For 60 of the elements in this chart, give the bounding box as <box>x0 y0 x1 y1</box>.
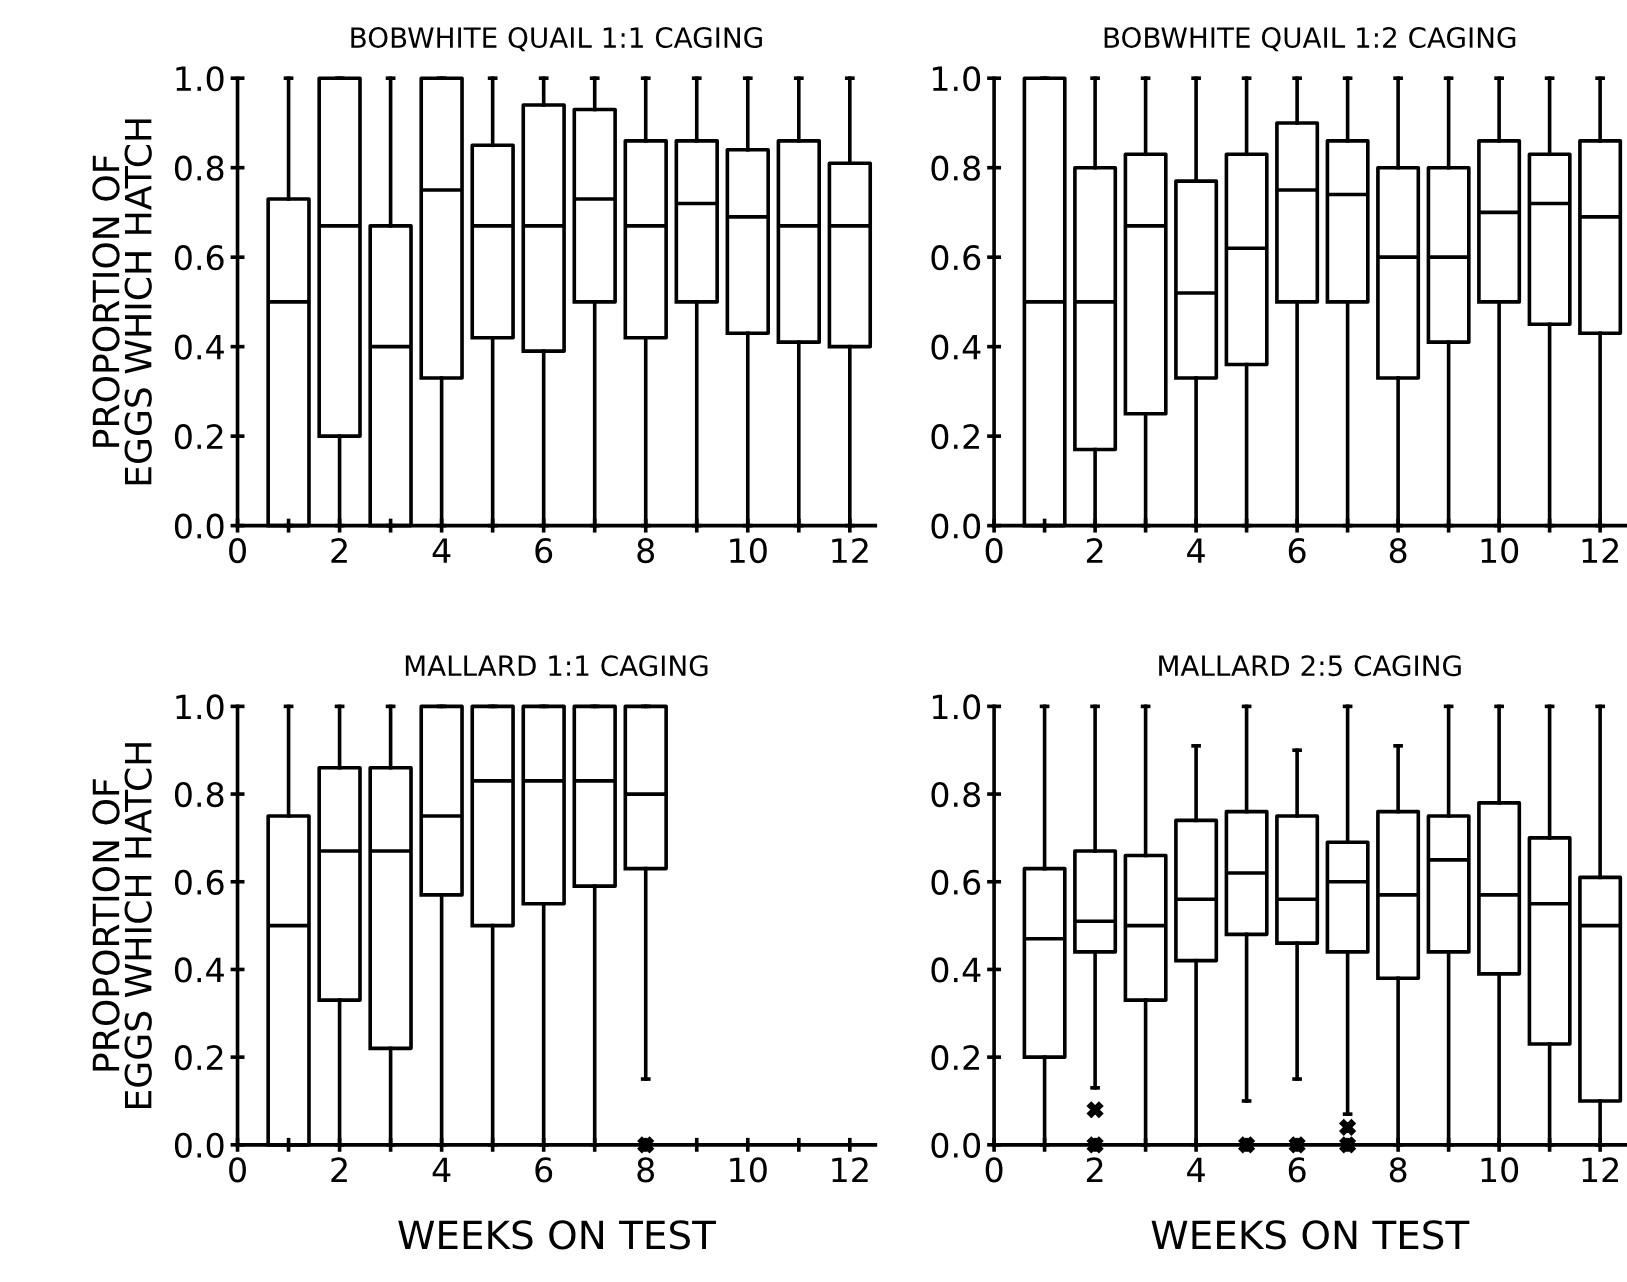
y-tick-label: 0.2 <box>931 1045 979 1071</box>
y-tick-label: 0.8 <box>931 782 981 808</box>
y-tick-label: 0.0 <box>931 513 981 539</box>
x-tick-label: 4 <box>1187 538 1205 563</box>
x-tick-label: 2 <box>1086 1157 1103 1182</box>
y-tick-label: 1.0 <box>932 694 981 720</box>
y-tick-label: 0.2 <box>174 424 223 450</box>
x-tick-label: 12 <box>832 538 868 563</box>
x-tick-label: 2 <box>1086 538 1103 563</box>
x-tick-label: 8 <box>1389 1157 1407 1183</box>
x-tick-label: 0 <box>229 1157 246 1183</box>
x-tick-label: 2 <box>331 538 347 563</box>
y-tick-label: 0.2 <box>174 1045 223 1071</box>
y-tick-label: 0.8 <box>174 782 224 808</box>
x-tick-label: 2 <box>331 1157 347 1182</box>
y-tick-label: 0.6 <box>931 245 981 271</box>
x-axis-title: WEEKS ON TEST <box>1151 1220 1470 1250</box>
y-tick-label: 1.0 <box>932 66 981 92</box>
chart-title: MALLARD 2:5 CAGING <box>1159 655 1461 677</box>
y-tick-label: 0.4 <box>174 957 224 983</box>
y-tick-label: 1.0 <box>176 694 224 720</box>
x-tick-label: 0 <box>985 538 1003 564</box>
x-tick-label: 6 <box>1288 1157 1306 1183</box>
y-axis-title: PROPORTION OF EGGS WHICH HATCH <box>92 119 152 485</box>
x-tick-label: 12 <box>1582 1157 1618 1182</box>
x-tick-label: 6 <box>535 538 553 564</box>
x-tick-label: 12 <box>832 1157 868 1182</box>
x-tick-label: 6 <box>1288 538 1306 564</box>
x-tick-label: 8 <box>637 538 655 564</box>
y-tick-label: 0.4 <box>174 334 224 360</box>
y-tick-label: 0.0 <box>174 513 224 539</box>
y-tick-label: 0.0 <box>174 1132 224 1158</box>
y-tick-label: 0.6 <box>174 245 224 271</box>
x-tick-label: 0 <box>985 1157 1003 1183</box>
x-tick-label: 4 <box>1187 1157 1205 1182</box>
y-tick-label: 0.0 <box>931 1132 981 1158</box>
x-tick-label: 10 <box>730 1157 767 1183</box>
x-tick-label: 6 <box>535 1157 553 1183</box>
chart-title: BOBWHITE QUAIL 1:2 CAGING <box>1104 27 1516 52</box>
x-tick-label: 4 <box>432 1157 451 1182</box>
x-tick-label: 10 <box>730 538 767 564</box>
y-tick-label: 1.0 <box>176 66 224 92</box>
x-tick-label: 4 <box>432 538 451 563</box>
x-tick-label: 10 <box>1481 1157 1519 1183</box>
y-tick-label: 0.4 <box>931 957 981 983</box>
x-axis-title: WEEKS ON TEST <box>398 1220 717 1250</box>
y-tick-label: 0.2 <box>931 424 979 450</box>
y-tick-label: 0.6 <box>931 869 981 895</box>
x-tick-label: 8 <box>1389 538 1407 564</box>
y-tick-label: 0.8 <box>931 155 981 181</box>
x-tick-label: 0 <box>229 538 246 564</box>
x-tick-label: 12 <box>1582 538 1618 563</box>
y-tick-label: 0.8 <box>174 155 224 181</box>
y-tick-label: 0.4 <box>931 334 981 360</box>
x-tick-label: 10 <box>1481 538 1519 564</box>
chart-title: MALLARD 1:1 CAGING <box>405 655 708 677</box>
chart-title: BOBWHITE QUAIL 1:1 CAGING <box>351 27 762 52</box>
x-tick-label: 8 <box>637 1157 655 1183</box>
y-axis-title: PROPORTION OF EGGS WHICH HATCH <box>92 743 152 1109</box>
y-tick-label: 0.6 <box>174 869 224 895</box>
